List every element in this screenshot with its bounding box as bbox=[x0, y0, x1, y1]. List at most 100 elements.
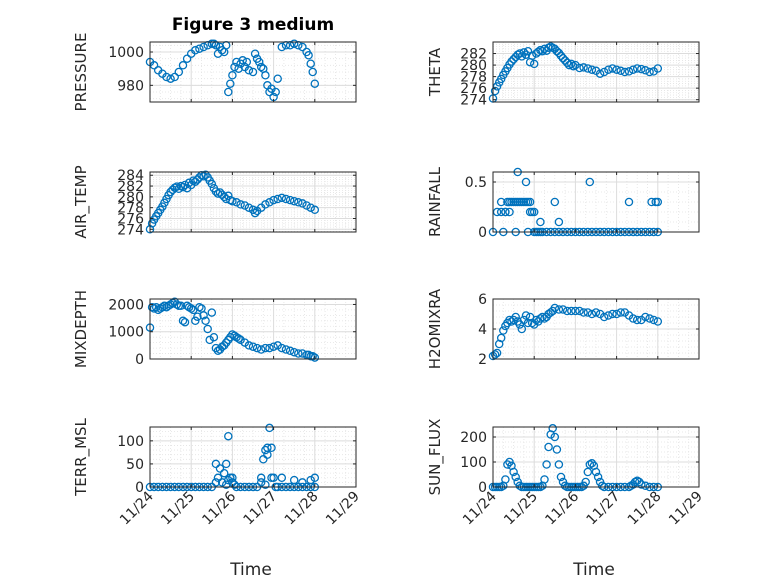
data-point bbox=[158, 302, 167, 312]
data-point bbox=[267, 443, 276, 453]
data-point bbox=[201, 316, 210, 326]
data-point bbox=[221, 459, 231, 469]
data-point bbox=[294, 198, 303, 207]
data-point bbox=[269, 195, 278, 205]
data-point bbox=[579, 308, 588, 317]
data-point bbox=[501, 475, 510, 484]
data-point bbox=[604, 311, 613, 320]
data-point bbox=[160, 301, 169, 311]
data-point bbox=[224, 475, 233, 485]
data-point bbox=[628, 314, 638, 323]
data-point bbox=[632, 315, 642, 325]
y-tick-label: 50 bbox=[126, 457, 144, 473]
data-points bbox=[488, 42, 663, 103]
data-point bbox=[199, 42, 208, 52]
data-point bbox=[217, 46, 227, 55]
y-tick-label: 0 bbox=[478, 480, 487, 496]
axes-frame bbox=[492, 41, 700, 103]
y-tick-label: 100 bbox=[460, 455, 487, 471]
data-point bbox=[306, 203, 315, 212]
data-point bbox=[178, 316, 188, 326]
data-point bbox=[583, 64, 593, 73]
data-point bbox=[579, 63, 588, 72]
data-point bbox=[289, 475, 299, 485]
data-point bbox=[554, 217, 564, 227]
data-point bbox=[153, 305, 163, 315]
data-point bbox=[583, 308, 593, 317]
y-tick-label: 6 bbox=[478, 292, 487, 308]
y-axis-label: AIR_TEMP bbox=[72, 165, 91, 238]
data-point bbox=[562, 306, 572, 316]
data-point bbox=[219, 468, 229, 478]
data-point bbox=[628, 65, 638, 74]
data-point bbox=[556, 472, 566, 482]
data-point bbox=[567, 59, 576, 69]
data-point bbox=[550, 197, 560, 207]
data-point bbox=[552, 445, 562, 454]
data-point bbox=[254, 57, 264, 67]
data-point bbox=[267, 473, 276, 483]
data-point bbox=[224, 191, 233, 201]
data-point bbox=[306, 59, 315, 68]
data-point bbox=[304, 51, 313, 60]
data-point bbox=[542, 460, 551, 469]
data-point bbox=[558, 53, 568, 63]
axes-frame bbox=[492, 426, 700, 488]
y-axis-label: THETA bbox=[426, 47, 444, 97]
data-point bbox=[637, 64, 646, 74]
data-point bbox=[310, 473, 320, 483]
data-point bbox=[273, 74, 282, 83]
data-point bbox=[281, 194, 291, 204]
data-point bbox=[289, 347, 299, 357]
data-point bbox=[490, 86, 500, 96]
data-point bbox=[186, 304, 196, 313]
data-point bbox=[172, 300, 182, 309]
y-tick-label: 274 bbox=[460, 93, 487, 109]
data-point bbox=[641, 481, 650, 491]
data-point bbox=[174, 67, 184, 77]
data-point bbox=[529, 59, 539, 69]
y-tick-label: 200 bbox=[460, 430, 487, 446]
axes-frame bbox=[492, 171, 700, 233]
data-point bbox=[178, 61, 188, 70]
data-point bbox=[550, 303, 560, 313]
subplot-pressure: 980 1000 PRESSURE bbox=[72, 33, 357, 112]
data-point bbox=[285, 346, 295, 356]
y-axis-label: RAINFALL bbox=[426, 166, 444, 237]
data-point bbox=[496, 74, 506, 84]
data-point bbox=[581, 477, 590, 487]
data-point bbox=[298, 42, 307, 52]
y-tick-label: 280 bbox=[117, 190, 144, 206]
y-tick-label: 1000 bbox=[108, 325, 144, 341]
data-point bbox=[236, 335, 245, 345]
y-tick-label: 980 bbox=[117, 78, 144, 94]
data-point bbox=[195, 44, 204, 53]
data-point bbox=[256, 345, 266, 354]
data-point bbox=[170, 72, 179, 82]
data-point bbox=[298, 478, 307, 487]
data-point bbox=[632, 64, 642, 73]
data-point bbox=[199, 311, 208, 320]
data-point bbox=[178, 182, 188, 192]
data-point bbox=[637, 480, 646, 489]
data-point bbox=[536, 314, 545, 323]
data-point bbox=[302, 201, 311, 210]
y-axis-label: MIXDEPTH bbox=[72, 290, 90, 368]
data-point bbox=[501, 207, 510, 217]
data-point bbox=[273, 194, 282, 204]
data-points bbox=[145, 297, 320, 362]
y-axis-label: PRESSURE bbox=[72, 33, 90, 112]
data-point bbox=[182, 54, 192, 63]
data-point bbox=[499, 326, 508, 335]
data-point bbox=[261, 480, 270, 489]
data-point bbox=[310, 353, 320, 362]
data-point bbox=[538, 46, 547, 56]
data-point bbox=[612, 65, 621, 74]
data-point bbox=[511, 472, 520, 482]
y-tick-label: 284 bbox=[117, 168, 144, 184]
data-point bbox=[308, 67, 317, 77]
data-point bbox=[228, 473, 237, 483]
data-point bbox=[256, 62, 266, 72]
data-point bbox=[261, 71, 270, 80]
data-point bbox=[191, 46, 200, 55]
